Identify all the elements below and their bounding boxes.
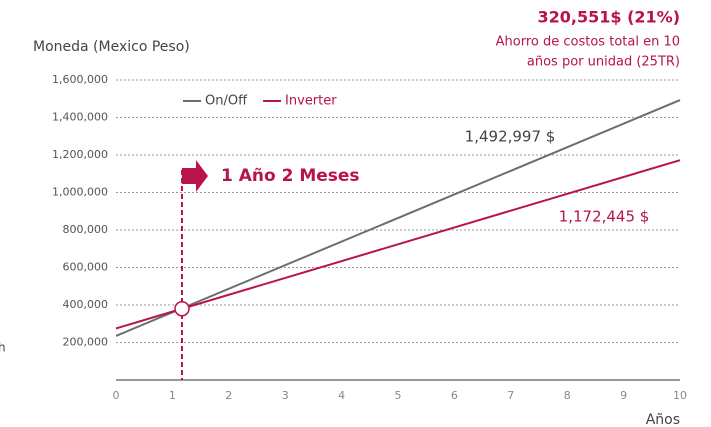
y-tick-label: 200,000 [63, 336, 109, 349]
end-label: 1,172,445 $ [559, 208, 650, 226]
x-tick-label: 9 [620, 389, 627, 402]
end-label: 1,492,997 $ [465, 128, 556, 146]
arrow [181, 160, 208, 192]
x-tick-label: 1 [169, 389, 176, 402]
x-tick-label: 0 [113, 389, 120, 402]
y-tick-label: 600,000 [63, 261, 109, 274]
series-line [115, 99, 681, 337]
y-tick-label: 1,200,000 [52, 148, 108, 161]
breakeven-label: 1 Año 2 Meses [221, 166, 360, 186]
y-axis-label: Moneda (Mexico Peso) [33, 39, 190, 55]
headline: 320,551$ (21%) [538, 8, 681, 27]
legend-label: On/Off [205, 94, 248, 109]
y-tick-label: 1,600,000 [52, 73, 108, 86]
x-tick-label: 10 [673, 389, 687, 402]
x-tick-label: 6 [451, 389, 458, 402]
y-tick-label: 1,000,000 [52, 186, 108, 199]
breakeven-point [174, 301, 190, 317]
x-axis-label: Años [646, 412, 680, 427]
series-line [115, 159, 681, 330]
x-tick-label: 8 [564, 389, 571, 402]
x-tick-label: 3 [282, 389, 289, 402]
subtitle: años por unidad (25TR) [527, 55, 680, 70]
legend-label: Inverter [285, 94, 337, 109]
y-tick-label: 800,000 [63, 223, 109, 236]
subtitle: Ahorro de costos total en 10 [496, 35, 680, 50]
x-tick-label: 2 [225, 389, 232, 402]
x-tick-label: 7 [507, 389, 514, 402]
y-tick-label: 1,400,000 [52, 111, 108, 124]
x-tick-label: 5 [395, 389, 402, 402]
side-text: h [0, 341, 6, 355]
y-tick-label: 400,000 [63, 298, 109, 311]
x-tick-label: 4 [338, 389, 345, 402]
